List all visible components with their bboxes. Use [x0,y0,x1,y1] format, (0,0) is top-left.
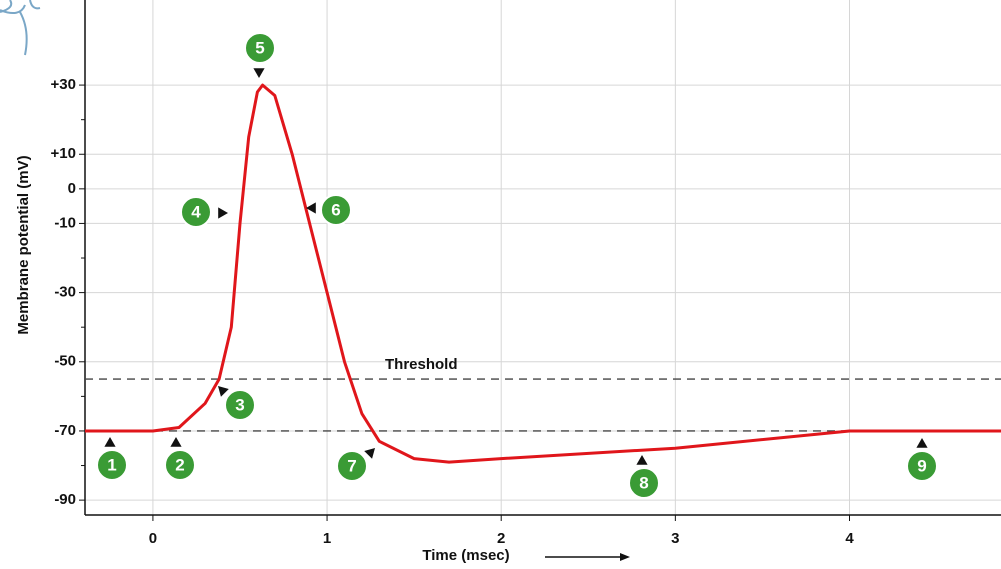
reference-label: Threshold [385,356,458,373]
neuron-icon [0,0,41,56]
annotation-label: 4 [191,202,201,221]
x-axis-label: Time (msec) [422,547,509,564]
y-tick-label: +10 [51,145,76,162]
y-tick-label: -10 [54,214,76,231]
annotation-label: 1 [107,455,116,474]
annotation-arrow [636,455,648,465]
annotation-label: 2 [175,455,184,474]
annotation-label: 3 [235,395,244,414]
annotation-badge [320,194,352,226]
annotation-badge [96,449,128,481]
y-tick-label: +30 [51,76,76,93]
annotation-badge [224,389,256,421]
y-axis-label: Membrane potential (mV) [15,155,32,334]
annotation-arrow [218,207,228,219]
x-tick-label: 1 [323,530,331,547]
y-tick-label: -30 [54,284,76,301]
annotation-badge [244,32,276,64]
annotation-label: 6 [331,200,340,219]
annotation-label: 7 [347,456,356,475]
data-line [85,83,1001,464]
annotation-arrow [218,386,229,397]
y-tick-label: 0 [68,180,76,197]
annotation-badge [164,449,196,481]
annotation-arrow [104,437,116,447]
y-tick-label: -90 [54,491,76,508]
annotation-arrow [364,448,375,459]
x-tick-label: 3 [671,530,679,547]
icon [0,0,41,56]
annotation-badge [336,450,368,482]
annotation-arrow [253,68,265,78]
annotation-badge [628,467,660,499]
y-tick-label: -70 [54,422,76,439]
annotation-label: 5 [255,38,264,57]
annotation-badge [906,450,938,482]
x-tick-label: 0 [149,530,157,547]
annotation-arrow [306,202,316,214]
annotation-arrow [170,437,182,447]
annotation-arrow [916,438,928,448]
x-tick-label: 2 [497,530,505,547]
x-tick-label: 4 [845,530,854,547]
y-tick-label: -50 [54,353,76,370]
annotation-label: 8 [639,473,648,492]
annotation-label: 9 [917,456,926,475]
x-label-arrow [545,553,630,561]
annotation-badge [180,196,212,228]
